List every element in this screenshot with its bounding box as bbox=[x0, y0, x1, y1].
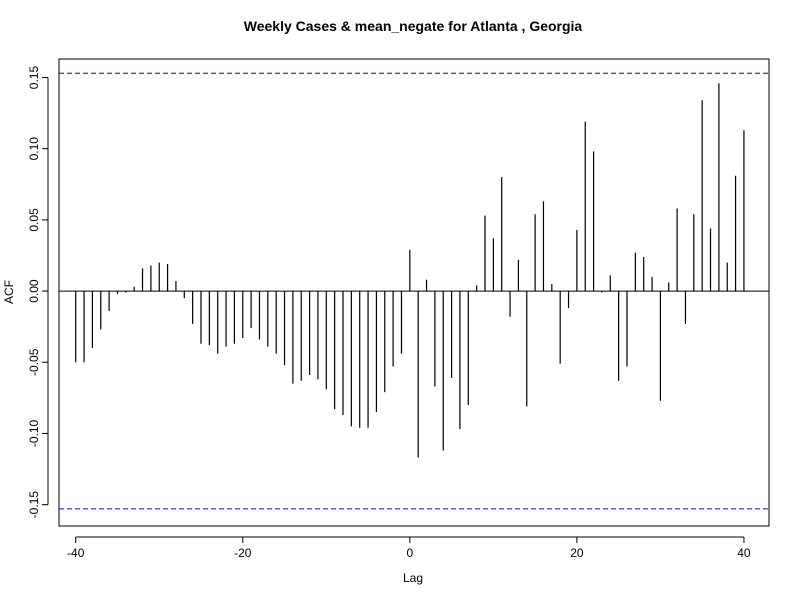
y-tick-label: 0.10 bbox=[27, 137, 41, 161]
confidence-bounds bbox=[59, 72, 769, 510]
plot-frame bbox=[58, 58, 770, 527]
y-tick-label: 0.00 bbox=[27, 279, 41, 303]
x-axis: -40 -20 0 20 40 bbox=[67, 536, 751, 560]
y-tick-label: 0.15 bbox=[27, 66, 41, 90]
x-axis-label: Lag bbox=[403, 571, 423, 585]
x-tick-label: -40 bbox=[67, 546, 85, 560]
x-tick-label: -20 bbox=[234, 546, 252, 560]
y-tick-label: -0.05 bbox=[27, 348, 41, 376]
y-axis-label: ACF bbox=[2, 280, 16, 304]
y-axis: -0.15 -0.10 -0.05 0.00 0.05 0.10 0.15 bbox=[27, 66, 49, 519]
x-tick-label: 0 bbox=[406, 546, 413, 560]
x-tick-label: 40 bbox=[737, 546, 751, 560]
acf-bars bbox=[75, 83, 745, 458]
y-tick-label: 0.05 bbox=[27, 208, 41, 232]
chart-title: Weekly Cases & mean_negate for Atlanta ,… bbox=[244, 18, 583, 34]
y-tick-label: -0.10 bbox=[27, 419, 41, 447]
y-tick-label: -0.15 bbox=[27, 491, 41, 519]
x-tick-label: 20 bbox=[570, 546, 584, 560]
